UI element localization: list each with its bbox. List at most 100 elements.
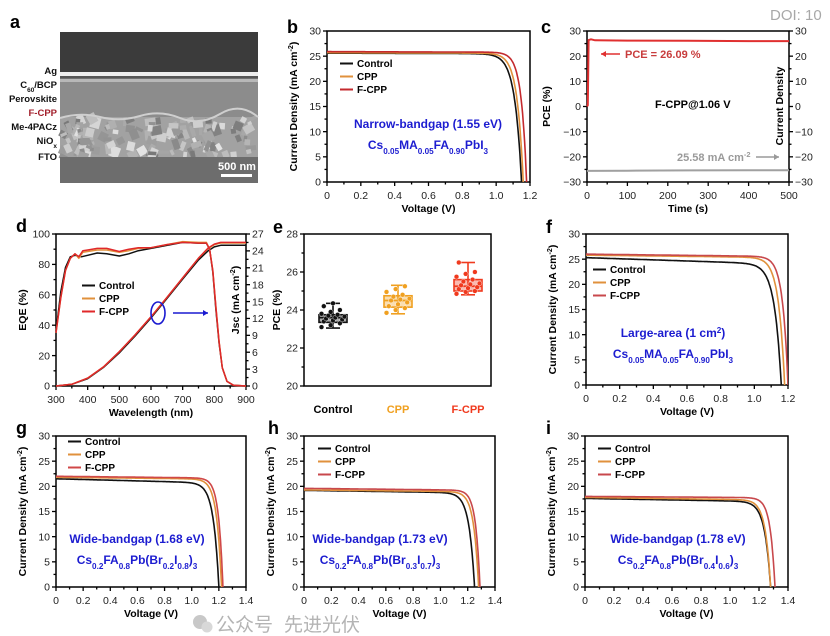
x-tick-label: 1.0 xyxy=(747,393,762,405)
y2-tick-label: 18 xyxy=(252,279,264,291)
panel-label: i xyxy=(546,418,551,438)
data-point xyxy=(388,297,394,304)
data-point xyxy=(460,278,467,285)
annotation-text-part: Pb(Br xyxy=(373,553,406,567)
panel-label: d xyxy=(16,216,27,236)
y-tick-label: 5 xyxy=(573,557,579,569)
data-point xyxy=(386,303,392,309)
annotation-text-part: 0.05 xyxy=(418,147,434,156)
y-tick-label: 0 xyxy=(44,582,50,594)
layer-label-part: C xyxy=(20,80,27,91)
y-axis-label-part: ) xyxy=(17,447,29,451)
y-axis-label-part: -2 xyxy=(545,450,553,456)
jv-curve-f-cpp xyxy=(327,50,528,182)
legend-label: CPP xyxy=(99,294,120,305)
layer-label-part: Perovskite xyxy=(9,94,57,105)
scale-bar xyxy=(221,174,252,177)
annotation-text-part: ) xyxy=(730,553,734,567)
layer-label: Ag xyxy=(44,66,57,77)
layer-label: Perovskite xyxy=(9,94,57,105)
y-tick-label: 0 xyxy=(292,582,298,594)
data-point xyxy=(453,291,460,297)
data-point xyxy=(472,288,478,294)
data-point xyxy=(470,277,476,283)
annotation-text-part: 0.2 xyxy=(92,562,104,571)
highlight-ellipse xyxy=(150,301,166,325)
y-axis-label: Current Density (mA cm-2) xyxy=(287,42,300,172)
y-tick-label: 20 xyxy=(38,350,50,362)
category-label: CPP xyxy=(387,404,410,416)
x-axis-label: Voltage (V) xyxy=(401,203,455,215)
sem-grain xyxy=(221,149,230,159)
sem-grain xyxy=(198,128,203,136)
data-point xyxy=(325,313,332,319)
panel-label: g xyxy=(16,418,27,438)
y-tick-label: 20 xyxy=(568,279,580,291)
sem-grain xyxy=(65,137,72,144)
annotation-text-part: Large-area (1 cm xyxy=(621,326,717,340)
y-tick-label: 25 xyxy=(286,456,298,468)
y-tick-label: 10 xyxy=(569,76,581,88)
sem-c60-layer xyxy=(60,76,258,79)
annotation-text: Cs0.2FA0.8Pb(Br0.3I0.7)3 xyxy=(320,553,441,571)
layer-label: NiOx xyxy=(37,136,58,150)
sem-grain xyxy=(239,116,248,124)
data-point xyxy=(393,286,399,292)
y-axis-label: Current Density (mA cm-2) xyxy=(546,245,559,375)
x-tick-label: 800 xyxy=(206,394,224,406)
data-point xyxy=(474,284,480,290)
annotation-text-part: 0.90 xyxy=(694,356,710,365)
annotation-text-part: PbI xyxy=(710,347,729,361)
y2-tick-label: 15 xyxy=(252,296,264,308)
y-tick-label: 25 xyxy=(567,456,579,468)
legend-label: F-CPP xyxy=(85,463,115,474)
y-axis-label-part: Current Density (mA cm xyxy=(288,52,300,172)
jv-curve-f-cpp xyxy=(585,495,776,587)
y-tick-label: 0 xyxy=(44,381,50,393)
y-tick-label: 25 xyxy=(38,456,50,468)
legend-label: Control xyxy=(335,444,371,455)
x-tick-label: 300 xyxy=(47,394,65,406)
jsc-line-f-cpp xyxy=(55,241,246,387)
sem-grain xyxy=(108,145,122,159)
annotation-text-part: ) xyxy=(721,326,725,340)
annotation-text-part: 0.8 xyxy=(660,562,672,571)
annotation-text-part: Wide-bandgap (1.68 eV) xyxy=(69,532,204,546)
sem-grain xyxy=(115,136,126,146)
pce-arrow-head xyxy=(601,51,606,57)
x-tick-label: 0.2 xyxy=(354,190,369,202)
sem-glass-substrate xyxy=(60,157,258,183)
annotation-text-part: 3 xyxy=(436,562,441,571)
legend-label: CPP xyxy=(335,457,356,468)
x-tick-label: 500 xyxy=(111,394,129,406)
layer-label: FTO xyxy=(38,152,57,163)
sem-background-vacuum xyxy=(60,32,258,72)
box xyxy=(383,294,413,308)
x-axis-label: Voltage (V) xyxy=(372,608,426,620)
annotation-text: Wide-bandgap (1.73 eV) xyxy=(312,532,447,546)
annotation-text-part: Wide-bandgap (1.78 eV) xyxy=(610,532,745,546)
current-density-line xyxy=(586,169,789,172)
annotation-text-part: 3 xyxy=(734,562,739,571)
sem-grain xyxy=(63,143,73,154)
annotation-text-part: I xyxy=(417,553,420,567)
annotation-text: Wide-bandgap (1.68 eV) xyxy=(69,532,204,546)
y-tick-label: 0 xyxy=(575,101,581,113)
sem-grain xyxy=(171,138,181,151)
y-tick-label: 20 xyxy=(569,51,581,63)
annotation-text-part: PbI xyxy=(465,138,484,152)
data-point xyxy=(335,312,341,318)
annotation-text-part: 3 xyxy=(729,356,734,365)
data-point xyxy=(463,271,469,277)
x-tick-label: 0 xyxy=(324,190,330,202)
x-tick-label: 1.2 xyxy=(460,595,475,607)
sem-grain xyxy=(65,122,74,135)
data-point xyxy=(337,320,343,326)
layer-label-part: NiO xyxy=(37,136,54,147)
y2-tick-label: −10 xyxy=(795,126,813,138)
pce-line xyxy=(586,38,789,108)
y-axis-label: PCE (%) xyxy=(541,86,553,127)
x-tick-label: 1.4 xyxy=(239,595,254,607)
data-point xyxy=(337,307,343,313)
x-tick-label: 0.4 xyxy=(387,190,402,202)
